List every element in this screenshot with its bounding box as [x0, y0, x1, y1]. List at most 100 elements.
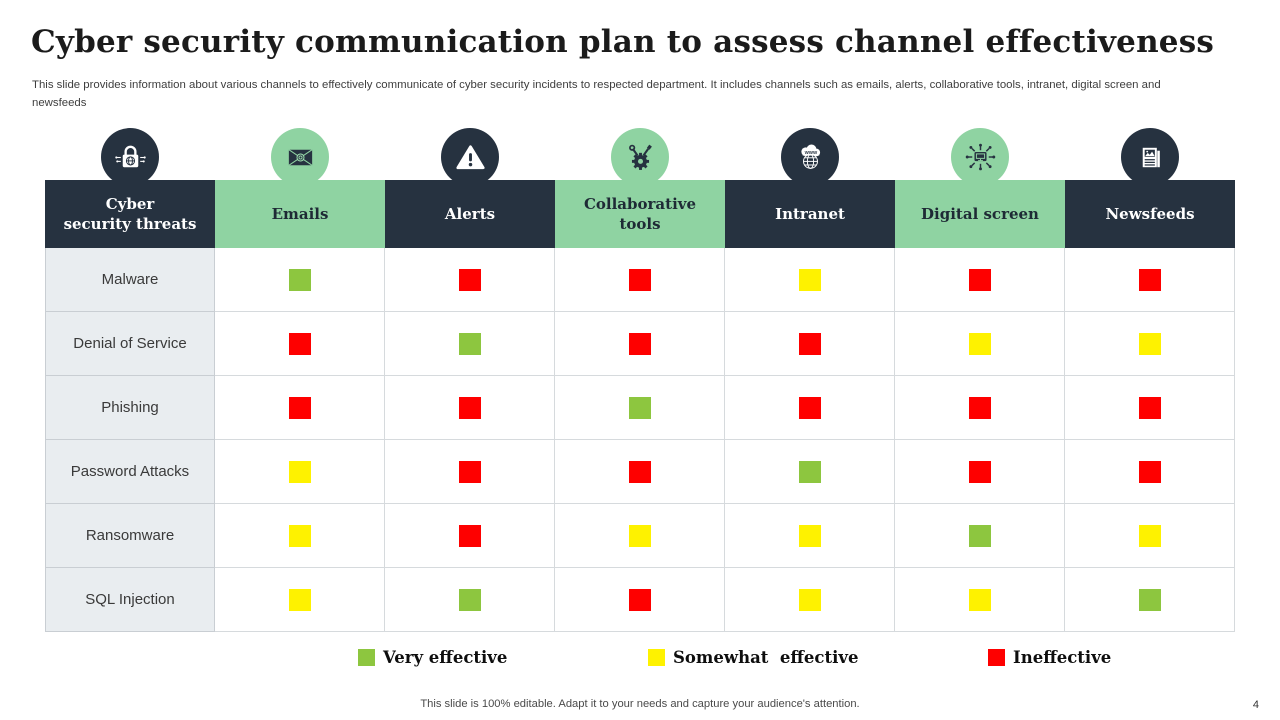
secure-lock-icon-circle: [101, 128, 159, 186]
rating-cell: [1065, 312, 1235, 376]
intranet-icon-circle: WWW: [781, 128, 839, 186]
rating-square-very: [458, 588, 481, 611]
legend-item-very: Very effective: [358, 648, 507, 667]
rating-cell: [895, 504, 1065, 568]
rating-cell: [555, 248, 725, 312]
column-header-alerts: Alerts: [385, 180, 555, 248]
rating-cell: [1065, 248, 1235, 312]
email-icon: [284, 141, 317, 174]
rating-square-very: [288, 268, 311, 291]
rating-cell: [1065, 376, 1235, 440]
rating-square-somewhat: [968, 588, 991, 611]
secure-lock-icon: [114, 141, 147, 174]
rating-square-somewhat: [798, 524, 821, 547]
column-header-cyber-security-threats: Cyber security threats: [45, 180, 215, 248]
table-row-denial-of-service: Denial of Service: [45, 312, 1236, 376]
rating-square-somewhat: [1138, 332, 1161, 355]
rating-square-somewhat: [798, 268, 821, 291]
column-header-newsfeeds: Newsfeeds: [1065, 180, 1235, 248]
rating-cell: [385, 376, 555, 440]
rating-square-very: [968, 524, 991, 547]
rating-square-very: [458, 332, 481, 355]
rating-square-ineffective: [458, 396, 481, 419]
rating-cell: [725, 440, 895, 504]
rating-cell: [555, 440, 725, 504]
svg-text:WWW: WWW: [804, 150, 817, 155]
legend: Very effective Somewhat effective Ineffect…: [0, 648, 1280, 674]
effectiveness-matrix-table: Cyber security threats Emails Alerts Collab…: [45, 180, 1236, 632]
rating-square-very: [798, 460, 821, 483]
rating-cell: [385, 248, 555, 312]
rating-square-ineffective: [288, 396, 311, 419]
rating-cell: [1065, 568, 1235, 632]
legend-label: Very effective: [383, 648, 508, 667]
page-title: Cyber security communication plan to ass…: [31, 24, 1215, 60]
intranet-icon: WWW: [794, 141, 827, 174]
table-row-password-attacks: Password Attacks: [45, 440, 1236, 504]
rating-cell: [725, 312, 895, 376]
rating-square-ineffective: [1138, 268, 1161, 291]
rating-cell: [725, 248, 895, 312]
rating-square-ineffective: [458, 524, 481, 547]
rating-square-somewhat: [628, 524, 651, 547]
rating-cell: [215, 312, 385, 376]
rating-cell: [385, 504, 555, 568]
legend-label: Somewhat effective: [673, 648, 859, 667]
column-header-collaborative-tools: Collaborative tools: [555, 180, 725, 248]
rating-cell: [215, 504, 385, 568]
rating-cell: [385, 312, 555, 376]
rating-cell: [1065, 440, 1235, 504]
rating-square-somewhat: [798, 588, 821, 611]
rating-square-ineffective: [628, 332, 651, 355]
rating-cell: [555, 568, 725, 632]
rating-square-ineffective: [288, 332, 311, 355]
alert-icon: [454, 141, 487, 174]
rating-cell: [215, 376, 385, 440]
legend-item-somewhat: Somewhat effective: [648, 648, 858, 667]
rating-square-somewhat: [288, 524, 311, 547]
rating-cell: [215, 440, 385, 504]
footer-note: This slide is 100% editable. Adapt it to…: [420, 698, 860, 710]
table-body: Malware Denial of Service Phishing Password…: [45, 248, 1236, 632]
rating-square-ineffective: [1138, 460, 1161, 483]
table-header-row: Cyber security threats Emails Alerts Collab…: [45, 180, 1236, 248]
rating-square-ineffective: [968, 268, 991, 291]
digital-screen-icon: [964, 141, 997, 174]
threat-label: Denial of Service: [45, 312, 215, 376]
collaboration-tools-icon-circle: [611, 128, 669, 186]
column-header-intranet: Intranet: [725, 180, 895, 248]
legend-swatch-very: [358, 649, 375, 666]
digital-screen-icon-circle: [951, 128, 1009, 186]
rating-square-ineffective: [628, 268, 651, 291]
rating-cell: [555, 312, 725, 376]
rating-cell: [895, 248, 1065, 312]
rating-square-very: [1138, 588, 1161, 611]
newsfeeds-icon-circle: [1121, 128, 1179, 186]
rating-cell: [555, 376, 725, 440]
table-row-sql-injection: SQL Injection: [45, 568, 1236, 632]
collaboration-tools-icon: [624, 141, 657, 174]
rating-square-ineffective: [798, 396, 821, 419]
rating-square-ineffective: [1138, 396, 1161, 419]
rating-square-somewhat: [1138, 524, 1161, 547]
rating-square-somewhat: [968, 332, 991, 355]
rating-cell: [385, 440, 555, 504]
threat-label: Phishing: [45, 376, 215, 440]
rating-square-ineffective: [458, 268, 481, 291]
rating-cell: [215, 248, 385, 312]
rating-cell: [1065, 504, 1235, 568]
threat-label: Password Attacks: [45, 440, 215, 504]
page-number: 4: [1252, 699, 1259, 711]
rating-cell: [725, 568, 895, 632]
rating-square-ineffective: [798, 332, 821, 355]
rating-cell: [895, 568, 1065, 632]
newsfeeds-icon: [1134, 141, 1167, 174]
legend-swatch-ineffective: [988, 649, 1005, 666]
rating-square-ineffective: [458, 460, 481, 483]
alert-icon-circle: [441, 128, 499, 186]
table-row-ransomware: Ransomware: [45, 504, 1236, 568]
rating-square-very: [628, 396, 651, 419]
rating-cell: [895, 440, 1065, 504]
legend-label: Ineffective: [1013, 648, 1112, 667]
legend-item-ineffective: Ineffective: [988, 648, 1111, 667]
